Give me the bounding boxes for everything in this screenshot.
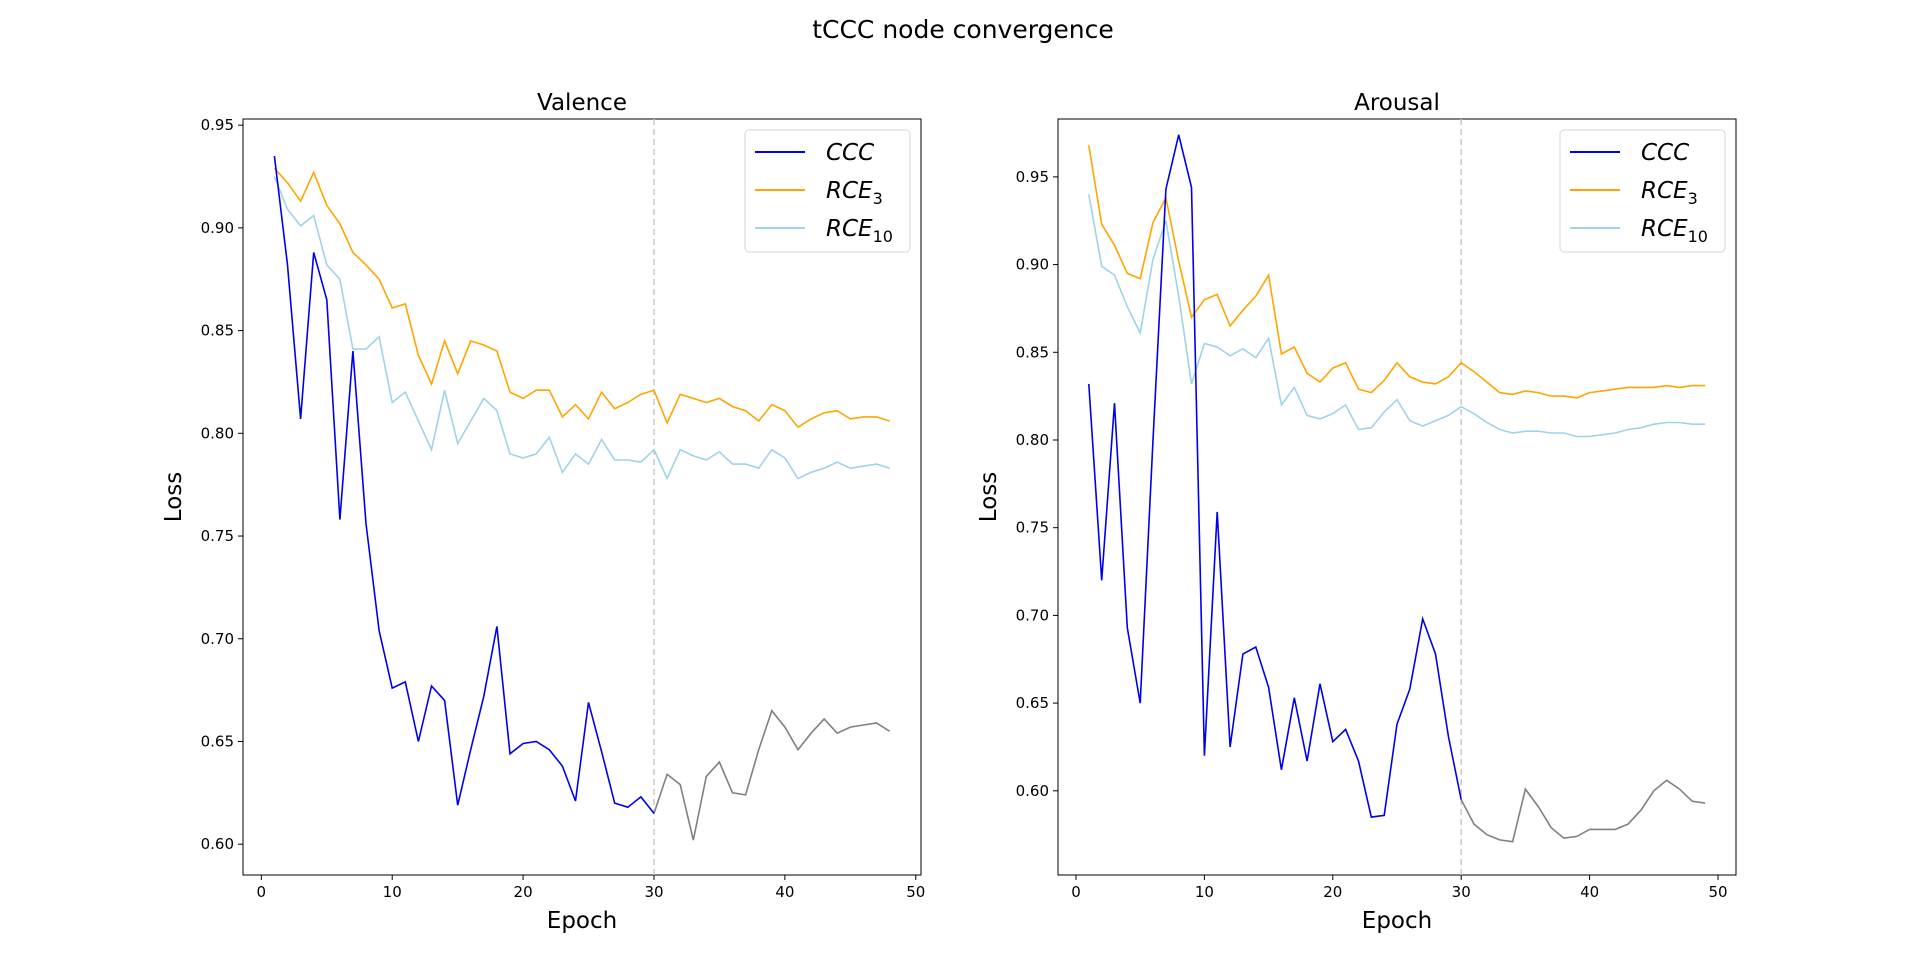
legend-label: RCE10 (1641, 216, 1708, 246)
y-tick-label: 0.65 (201, 732, 234, 750)
subplot-arousal: Arousal 0 10 20 30 40 50 0.60 0.65 0.70 0.75 0.80 0.… (976, 90, 1737, 934)
x-tick-label: 20 (514, 883, 533, 901)
x-tick-label: 20 (1323, 883, 1342, 901)
y-tick-label: 0.65 (1016, 694, 1049, 712)
x-tick-label: 10 (383, 883, 402, 901)
y-tick-label: 0.85 (201, 322, 234, 340)
x-tick-label: 30 (644, 883, 663, 901)
y-tick-label: 0.60 (201, 835, 234, 853)
y-tick-label: 0.60 (1016, 782, 1049, 800)
y-tick-label: 0.80 (201, 424, 234, 442)
legend-label: RCE3 (826, 178, 883, 208)
x-tick-label: 40 (775, 883, 794, 901)
series-ccc-after-cutoff (653, 709, 891, 841)
x-tick-label: 30 (1452, 883, 1471, 901)
y-tick-label: 0.70 (1016, 606, 1049, 624)
legend: CCC RCE3 RCE10 (744, 129, 911, 253)
axes-frame (1057, 118, 1737, 876)
plots-container: Valence 0 10 20 30 40 50 0.60 0.65 0.70 0.75 0.80 0.… (161, 90, 1737, 934)
legend-box (1559, 129, 1726, 253)
x-axis-label: Epoch (547, 908, 617, 934)
x-tick-label: 50 (906, 883, 925, 901)
axes-frame (242, 118, 922, 876)
series-ccc-after-cutoff (1460, 779, 1706, 843)
y-tick-label: 0.80 (1016, 431, 1049, 449)
y-tick-label: 0.95 (201, 116, 234, 134)
y-tick-label: 0.75 (201, 527, 234, 545)
x-tick-label: 0 (1071, 883, 1081, 901)
x-axis-label: Epoch (1362, 908, 1432, 934)
y-axis-label: Loss (976, 472, 1002, 522)
legend-label: RCE10 (826, 216, 893, 246)
y-tick-label: 0.85 (1016, 343, 1049, 361)
figure-title: tCCC node convergence (812, 15, 1114, 44)
subplot-title: Valence (537, 90, 627, 116)
series-ccc (273, 155, 655, 814)
series-rce10 (273, 176, 890, 481)
legend-box (744, 129, 911, 253)
legend-label: CCC (826, 140, 874, 166)
legend-label: CCC (1641, 140, 1689, 166)
subplot-title: Arousal (1354, 90, 1440, 116)
legend-label: RCE3 (1641, 178, 1698, 208)
series-ccc (1088, 134, 1462, 818)
series-rce10 (1088, 194, 1706, 438)
x-tick-label: 40 (1580, 883, 1599, 901)
subplot-valence: Valence 0 10 20 30 40 50 0.60 0.65 0.70 0.75 0.80 0.… (161, 90, 925, 934)
legend: CCC RCE3 RCE10 (1559, 129, 1726, 253)
y-tick-label: 0.95 (1016, 168, 1049, 186)
y-tick-label: 0.70 (201, 630, 234, 648)
y-tick-label: 0.90 (1016, 256, 1049, 274)
x-tick-label: 50 (1708, 883, 1727, 901)
x-tick-label: 10 (1195, 883, 1214, 901)
series-rce3 (1088, 145, 1706, 399)
y-tick-label: 0.75 (1016, 519, 1049, 537)
x-tick-label: 0 (257, 883, 267, 901)
series-rce3 (273, 167, 890, 429)
y-tick-label: 0.90 (201, 219, 234, 237)
y-axis-label: Loss (161, 472, 187, 522)
